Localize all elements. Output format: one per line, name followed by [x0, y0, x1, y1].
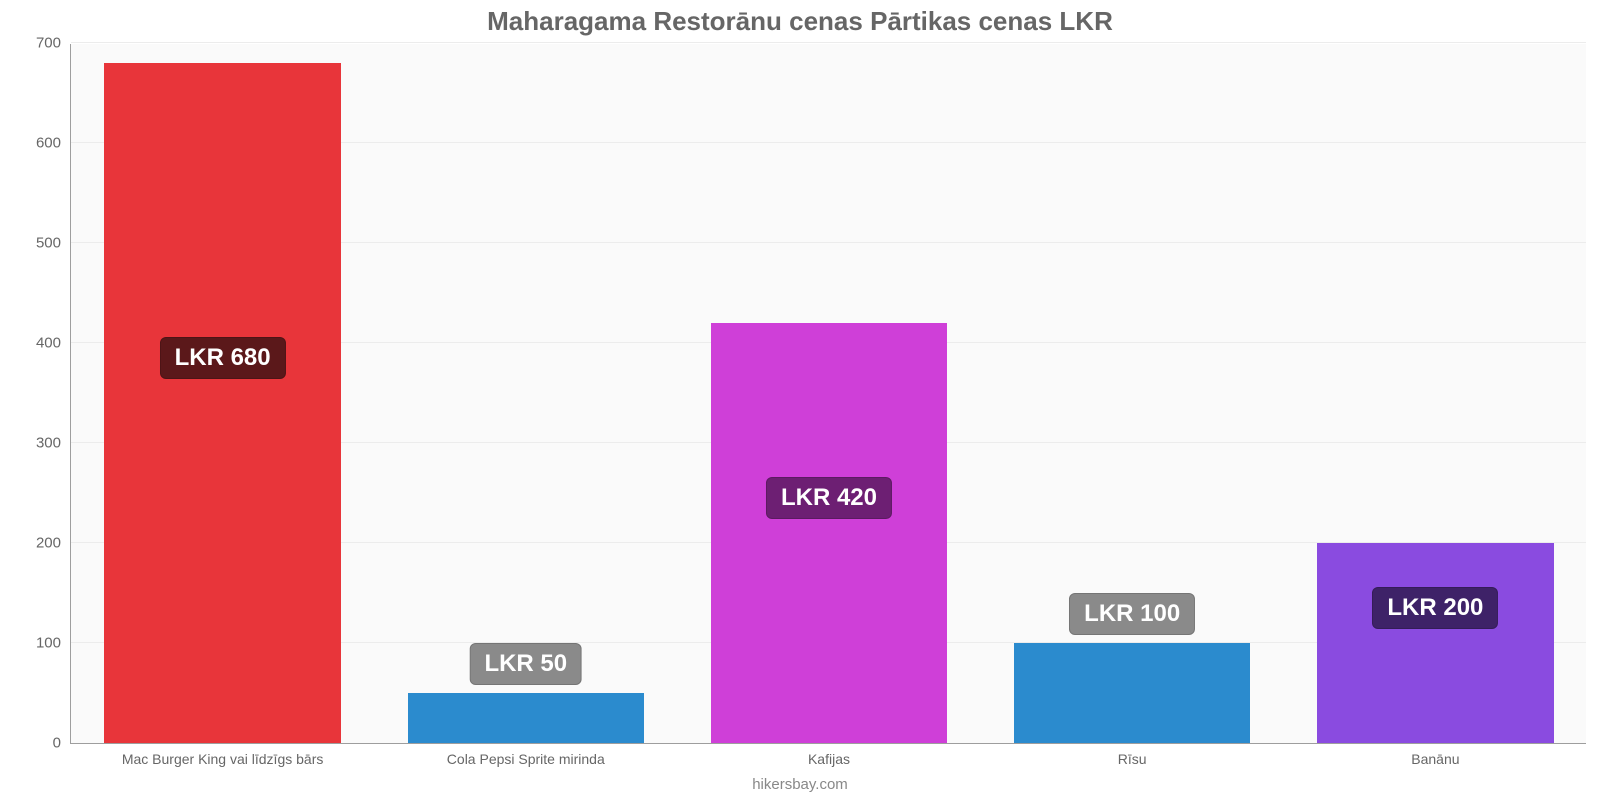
bar — [408, 693, 644, 743]
x-axis-label: Banānu — [1411, 743, 1459, 767]
y-axis-tick: 600 — [36, 135, 71, 152]
x-axis-label: Rīsu — [1118, 743, 1147, 767]
bar-slot: LKR 50Cola Pepsi Sprite mirinda — [380, 44, 671, 743]
y-axis-tick: 200 — [36, 535, 71, 552]
value-badge: LKR 680 — [160, 337, 286, 379]
bar — [1317, 543, 1553, 743]
gridline — [71, 42, 1586, 43]
x-axis-label: Mac Burger King vai līdzīgs bārs — [122, 743, 324, 767]
value-badge: LKR 420 — [766, 477, 892, 519]
chart-container: Maharagama Restorānu cenas Pārtikas cena… — [0, 0, 1600, 800]
y-axis-tick: 100 — [36, 635, 71, 652]
bar-slot: LKR 100Rīsu — [987, 44, 1278, 743]
value-badge: LKR 100 — [1069, 593, 1195, 635]
plot-area: 0100200300400500600700LKR 680Mac Burger … — [70, 44, 1586, 744]
y-axis-tick: 300 — [36, 435, 71, 452]
x-axis-label: Cola Pepsi Sprite mirinda — [447, 743, 605, 767]
y-axis-tick: 700 — [36, 35, 71, 52]
bar-slot: LKR 680Mac Burger King vai līdzīgs bārs — [77, 44, 368, 743]
bar — [711, 323, 947, 743]
value-badge: LKR 50 — [469, 643, 582, 685]
chart-title: Maharagama Restorānu cenas Pārtikas cena… — [0, 6, 1600, 37]
y-axis-tick: 0 — [53, 735, 71, 752]
y-axis-tick: 400 — [36, 335, 71, 352]
value-badge: LKR 200 — [1372, 587, 1498, 629]
bar — [104, 63, 340, 743]
bar-slot: LKR 200Banānu — [1290, 44, 1581, 743]
x-axis-label: Kafijas — [808, 743, 850, 767]
y-axis-tick: 500 — [36, 235, 71, 252]
bar — [1014, 643, 1250, 743]
chart-footer: hikersbay.com — [0, 776, 1600, 793]
bar-slot: LKR 420Kafijas — [683, 44, 974, 743]
